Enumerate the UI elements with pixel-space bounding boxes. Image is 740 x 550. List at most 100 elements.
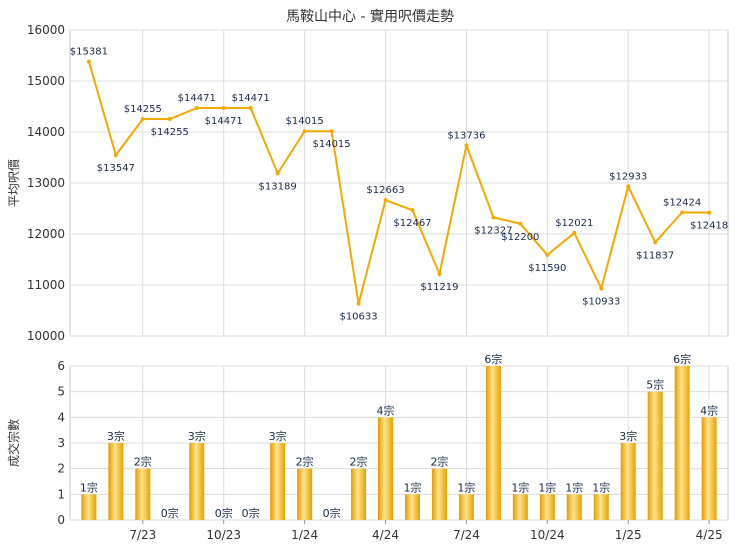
price-point bbox=[140, 116, 145, 121]
count-bar bbox=[620, 443, 636, 520]
price-point bbox=[86, 59, 91, 64]
price-data-label: $14471 bbox=[232, 93, 270, 104]
price-data-label: $13736 bbox=[447, 130, 485, 141]
price-data-label: $12663 bbox=[366, 185, 404, 196]
count-bar-label: 1宗 bbox=[565, 480, 583, 494]
count-bar-label: 2宗 bbox=[296, 455, 314, 469]
count-bar-label: 3宗 bbox=[269, 429, 287, 443]
y-axis-title-count: 成交宗數 bbox=[6, 419, 21, 467]
price-point bbox=[464, 143, 469, 148]
price-data-label: $14255 bbox=[124, 104, 162, 115]
x-tick-label: 1/25 bbox=[615, 528, 642, 542]
price-data-label: $12200 bbox=[501, 232, 539, 243]
price-data-label: $13547 bbox=[97, 163, 135, 174]
price-point bbox=[707, 210, 712, 215]
price-data-label: $12327 bbox=[474, 225, 512, 236]
count-bar-label: 5宗 bbox=[646, 378, 664, 392]
price-data-label: $14471 bbox=[178, 93, 216, 104]
count-bar bbox=[566, 494, 582, 520]
price-data-label: $12933 bbox=[609, 171, 647, 182]
x-tick-label: 4/24 bbox=[372, 528, 399, 542]
count-bar-label: 1宗 bbox=[457, 480, 475, 494]
x-tick-label: 7/23 bbox=[129, 528, 156, 542]
x-tick-label: 1/24 bbox=[291, 528, 318, 542]
count-y-tick-label: 4 bbox=[57, 410, 65, 424]
count-bar-label: 6宗 bbox=[673, 352, 691, 366]
count-bar-label: 0宗 bbox=[215, 506, 233, 520]
count-bar-label: 0宗 bbox=[323, 506, 341, 520]
count-bar-label: 3宗 bbox=[188, 429, 206, 443]
price-point bbox=[113, 153, 118, 158]
price-point bbox=[680, 210, 685, 215]
count-bar-label: 3宗 bbox=[619, 429, 637, 443]
count-bar-label: 2宗 bbox=[350, 455, 368, 469]
count-bar bbox=[431, 468, 447, 520]
price-data-label: $14015 bbox=[286, 116, 324, 127]
price-point bbox=[383, 198, 388, 203]
count-bar-label: 4宗 bbox=[377, 403, 395, 417]
chart-title: 馬鞍山中心 - 實用呎價走勢 bbox=[286, 8, 454, 25]
price-point bbox=[410, 208, 415, 213]
count-bar-label: 1宗 bbox=[403, 480, 421, 494]
count-bar bbox=[485, 366, 501, 520]
count-bar-label: 6宗 bbox=[484, 352, 502, 366]
price-data-label: $11219 bbox=[420, 282, 458, 293]
count-bar-label: 1宗 bbox=[592, 480, 610, 494]
count-bar-label: 0宗 bbox=[242, 506, 260, 520]
count-y-tick-label: 2 bbox=[57, 462, 65, 476]
count-bar bbox=[647, 391, 663, 520]
count-bar-label: 0宗 bbox=[161, 506, 179, 520]
count-bar bbox=[189, 443, 205, 520]
count-bar bbox=[512, 494, 528, 520]
price-point bbox=[437, 271, 442, 276]
count-bar bbox=[701, 417, 717, 520]
count-bar bbox=[674, 366, 690, 520]
x-tick-label: 10/23 bbox=[206, 528, 241, 542]
price-data-label: $12418 bbox=[690, 221, 728, 232]
count-y-tick-label: 1 bbox=[57, 487, 65, 501]
x-tick-label: 7/24 bbox=[453, 528, 480, 542]
price-data-label: $10933 bbox=[582, 296, 620, 307]
count-bar bbox=[270, 443, 286, 520]
price-y-tick-label: 12000 bbox=[27, 227, 65, 241]
price-y-tick-label: 15000 bbox=[27, 74, 65, 88]
count-bar-label: 4宗 bbox=[700, 403, 718, 417]
price-y-tick-label: 16000 bbox=[27, 23, 65, 37]
count-bar bbox=[297, 468, 313, 520]
price-y-tick-label: 13000 bbox=[27, 176, 65, 190]
price-point bbox=[491, 215, 496, 220]
price-data-label: $10633 bbox=[339, 312, 377, 323]
count-bar-label: 1宗 bbox=[538, 480, 556, 494]
price-data-label: $15381 bbox=[70, 47, 108, 58]
count-bar bbox=[351, 468, 367, 520]
price-point bbox=[599, 286, 604, 291]
count-bar bbox=[81, 494, 97, 520]
price-point bbox=[356, 301, 361, 306]
price-data-label: $12467 bbox=[393, 218, 431, 229]
price-point bbox=[545, 252, 550, 257]
price-data-label: $13189 bbox=[259, 181, 297, 192]
price-point bbox=[626, 184, 631, 189]
price-data-label: $14255 bbox=[151, 127, 189, 138]
price-point bbox=[518, 221, 523, 226]
x-tick-label: 4/25 bbox=[696, 528, 723, 542]
price-point bbox=[329, 129, 334, 134]
count-bar-label: 1宗 bbox=[511, 480, 529, 494]
price-data-label: $12424 bbox=[663, 197, 701, 208]
price-data-label: $14015 bbox=[312, 139, 350, 150]
price-y-tick-label: 11000 bbox=[27, 278, 65, 292]
price-y-tick-label: 14000 bbox=[27, 125, 65, 139]
count-bar bbox=[458, 494, 474, 520]
count-bar bbox=[135, 468, 151, 520]
count-bar-label: 2宗 bbox=[430, 455, 448, 469]
price-point bbox=[248, 105, 253, 110]
count-bar-label: 1宗 bbox=[80, 480, 98, 494]
price-data-label: $11837 bbox=[636, 250, 674, 261]
count-y-tick-label: 0 bbox=[57, 513, 65, 527]
y-axis-title-price: 平均呎價 bbox=[7, 159, 21, 207]
price-point bbox=[275, 171, 280, 176]
price-data-label: $11590 bbox=[528, 263, 566, 274]
count-y-tick-label: 5 bbox=[57, 385, 65, 399]
